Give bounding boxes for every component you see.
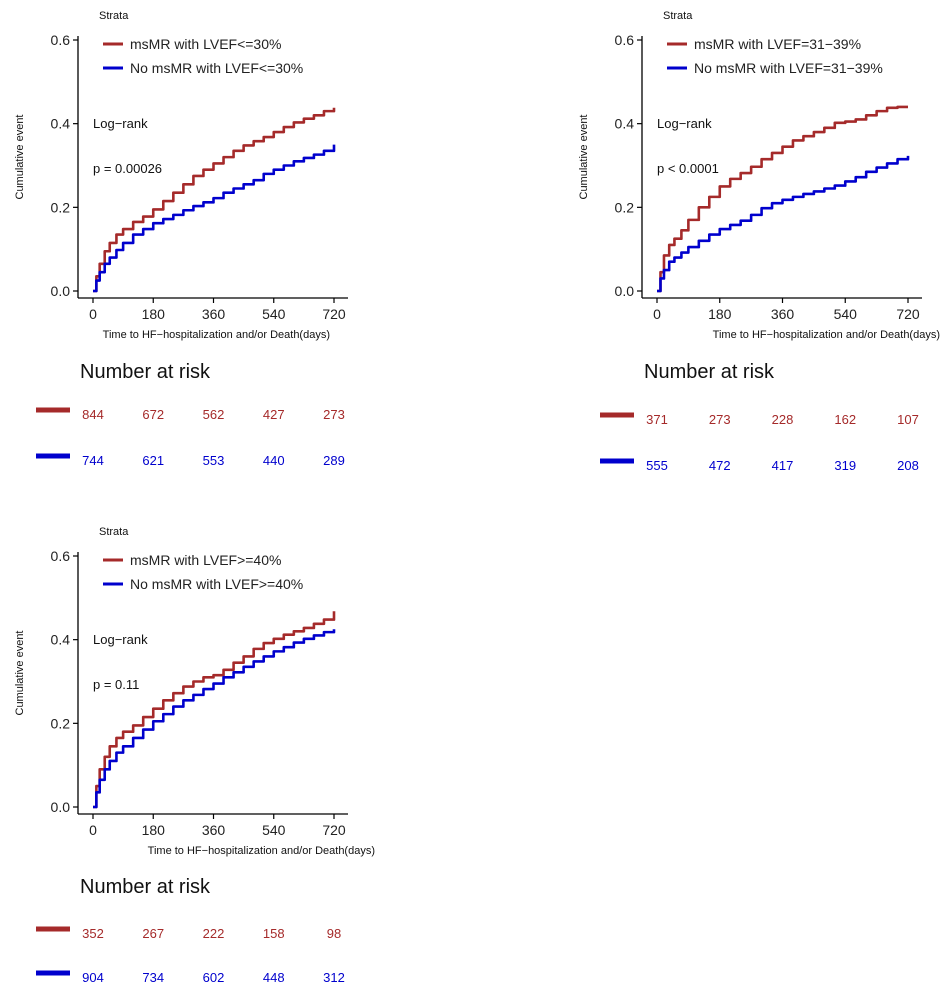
panel-3-curve-2 <box>93 629 336 809</box>
panel-1-risk-value-2-4: 440 <box>263 453 285 468</box>
panel-2-x-tick-label: 540 <box>834 306 858 322</box>
panel-3-risk-value-1-1: 352 <box>82 926 104 941</box>
panel-3-x-tick-label: 180 <box>142 822 166 838</box>
panel-3-legend-title: Strata <box>99 526 129 538</box>
panel-1-x-tick-label: 0 <box>89 306 97 322</box>
panel-2-x-tick-label: 720 <box>896 306 920 322</box>
panel-1-x-tick-label: 180 <box>142 306 166 322</box>
panel-3-risk-value-1-4: 158 <box>263 926 285 941</box>
panel-3-y-axis-label: Cumulative event <box>14 631 26 716</box>
panel-2-risk-value-2-5: 208 <box>897 458 919 473</box>
panel-1-y-axis-label: Cumulative event <box>14 115 26 200</box>
panel-2-x-axis-label: Time to HF−hospitalization and/or Death(… <box>713 329 940 341</box>
panel-2-legend-label-1: msMR with LVEF=31−39% <box>694 36 861 52</box>
panel-1-y-tick-label: 0.6 <box>51 32 71 48</box>
panel-3-risk-value-2-1: 904 <box>82 970 104 985</box>
panel-2-y-tick-label: 0.0 <box>615 283 635 299</box>
panel-2-x-tick-label: 180 <box>708 306 732 322</box>
panel-3-risk-value-2-2: 734 <box>142 970 164 985</box>
panel-3-curve-1 <box>93 611 336 809</box>
panel-2-annotation-test: Log−rank <box>657 116 712 131</box>
panel-1-y-tick-label: 0.0 <box>51 283 71 299</box>
panel-3-risk-value-1-5: 98 <box>327 926 341 941</box>
panel-1-curve-1 <box>93 107 336 293</box>
panel-1-legend-label-2: No msMR with LVEF<=30% <box>130 60 303 76</box>
panel-3-risk-value-1-2: 267 <box>142 926 164 941</box>
panel-2-risk-value-2-4: 319 <box>834 458 856 473</box>
panel-1-risk-value-2-5: 289 <box>323 453 345 468</box>
panel-2-risk-value-1-4: 162 <box>834 412 856 427</box>
panel-3-x-tick-label: 0 <box>89 822 97 838</box>
panel-1-risk-value-2-2: 621 <box>142 453 164 468</box>
panel-3-y-tick-label: 0.4 <box>51 632 71 648</box>
panel-1-curve-2 <box>93 144 336 293</box>
panel-3-legend-label-1: msMR with LVEF>=40% <box>130 552 281 568</box>
panel-3-risk-value-2-4: 448 <box>263 970 285 985</box>
panel-3-risk-value-2-3: 602 <box>203 970 225 985</box>
panel-3-annotation-test: Log−rank <box>93 632 148 647</box>
panel-3-x-tick-label: 360 <box>202 822 226 838</box>
panel-1-risk-value-2-3: 553 <box>203 453 225 468</box>
panel-1-risk-value-1-2: 672 <box>142 407 164 422</box>
panel-1-risk-value-1-1: 844 <box>82 407 104 422</box>
panel-2-x-tick-label: 360 <box>771 306 795 322</box>
panel-1-y-tick-label: 0.2 <box>51 199 71 215</box>
panel-3-risk-value-1-3: 222 <box>203 926 225 941</box>
panel-2-y-axis-label: Cumulative event <box>578 115 590 200</box>
panel-1-x-tick-label: 360 <box>202 306 226 322</box>
panel-3-x-tick-label: 720 <box>322 822 346 838</box>
panel-2-risk-value-1-2: 273 <box>709 412 731 427</box>
panel-2-curve-2 <box>657 155 910 293</box>
panel-2-risk-value-1-1: 371 <box>646 412 668 427</box>
panel-1-legend-title: Strata <box>99 10 129 22</box>
panel-2-annotation-p: p < 0.0001 <box>657 161 719 176</box>
panel-3-legend-label-2: No msMR with LVEF>=40% <box>130 576 303 592</box>
panel-3-y-tick-label: 0.0 <box>51 799 71 815</box>
panel-3-annotation-p: p = 0.11 <box>93 677 139 692</box>
panel-2-legend-label-2: No msMR with LVEF=31−39% <box>694 60 883 76</box>
panel-2-risk-value-2-3: 417 <box>772 458 794 473</box>
panel-3-y-tick-label: 0.6 <box>51 548 71 564</box>
panel-1-annotation-p: p = 0.00026 <box>93 161 162 176</box>
panel-1-y-tick-label: 0.4 <box>51 116 71 132</box>
panel-1-risk-title: Number at risk <box>80 361 211 383</box>
panel-2-y-tick-label: 0.4 <box>615 116 635 132</box>
panel-2-risk-title: Number at risk <box>644 361 775 383</box>
panel-1-risk-value-2-1: 744 <box>82 453 104 468</box>
panel-2-risk-value-2-2: 472 <box>709 458 731 473</box>
panel-2-risk-value-1-3: 228 <box>772 412 794 427</box>
panel-2-y-tick-label: 0.6 <box>615 32 635 48</box>
panel-3-risk-value-2-5: 312 <box>323 970 345 985</box>
panel-1-x-tick-label: 540 <box>262 306 286 322</box>
panel-2-risk-value-2-1: 555 <box>646 458 668 473</box>
panel-1-x-tick-label: 720 <box>322 306 346 322</box>
panel-2-curve-1 <box>657 105 908 293</box>
panel-1-annotation-test: Log−rank <box>93 116 148 131</box>
panel-3-x-tick-label: 540 <box>262 822 286 838</box>
panel-1-x-axis-label: Time to HF−hospitalization and/or Death(… <box>103 329 330 341</box>
panel-1-legend-label-1: msMR with LVEF<=30% <box>130 36 281 52</box>
panel-1-risk-value-1-4: 427 <box>263 407 285 422</box>
panel-2-risk-value-1-5: 107 <box>897 412 919 427</box>
panel-1-risk-value-1-5: 273 <box>323 407 345 422</box>
panel-1-risk-value-1-3: 562 <box>203 407 225 422</box>
panel-3-y-tick-label: 0.2 <box>51 715 71 731</box>
panel-3-risk-title: Number at risk <box>80 876 211 898</box>
panel-2-legend-title: Strata <box>663 10 693 22</box>
panel-2-y-tick-label: 0.2 <box>615 199 635 215</box>
panel-2-x-tick-label: 0 <box>653 306 661 322</box>
panel-3-x-axis-label: Time to HF−hospitalization and/or Death(… <box>148 845 375 857</box>
